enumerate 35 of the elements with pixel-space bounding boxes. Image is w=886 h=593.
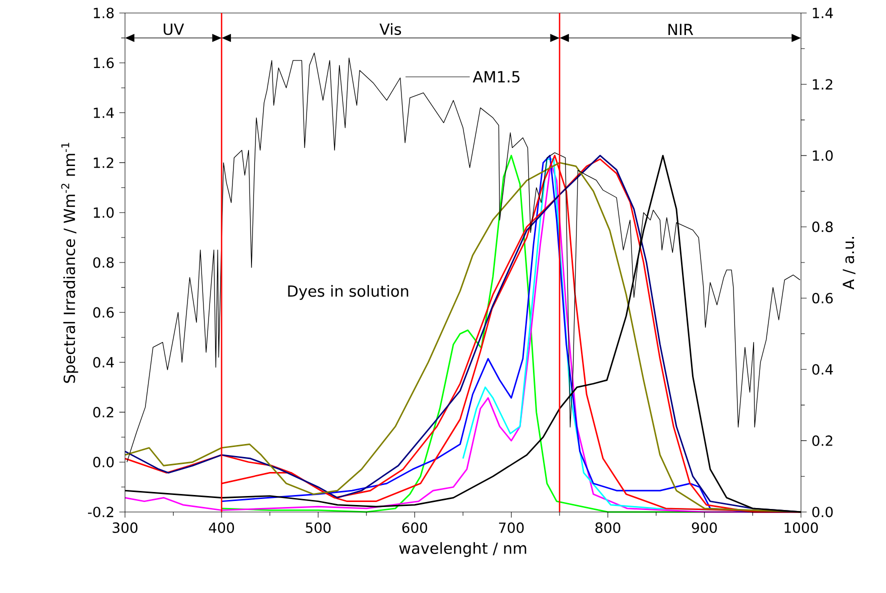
y-tick-label: 1.4 <box>94 108 114 118</box>
y2-tick-label: 0.6 <box>812 292 833 304</box>
y-tick-label: 1.6 <box>94 58 114 68</box>
x-tick-label: 1000 <box>784 522 818 533</box>
x-tick-label: 900 <box>692 522 717 533</box>
legend-label: AM1.5 <box>472 71 520 83</box>
y2-tick-label: 0.2 <box>812 435 832 446</box>
y-tick-label: 1.2 <box>94 157 114 168</box>
x-tick-label: 400 <box>208 522 234 533</box>
y-axis-title: Spectral Irradiance / Wm$^{-2}$ nm$^{-1}$ <box>61 142 78 383</box>
y-tick-label: 0.2 <box>93 406 114 418</box>
y2-tick-label: 0.4 <box>812 364 833 375</box>
x-tick-label: 500 <box>306 522 331 533</box>
y-tick-label: 0.4 <box>93 356 114 368</box>
y-tick-label: 1.0 <box>94 207 114 218</box>
y2-axis-title: A / a.u. <box>842 237 856 290</box>
x-tick-label: 600 <box>402 522 428 533</box>
y-tick-label: 0.8 <box>93 257 114 268</box>
x-tick-label: 700 <box>499 522 524 533</box>
y2-tick-label: 1.2 <box>812 79 832 90</box>
x-tick-label: 300 <box>112 522 138 533</box>
y-tick-label: 1.8 <box>94 8 114 18</box>
annotation: NIR <box>668 24 694 36</box>
y2-tick-label: 0.8 <box>812 222 833 232</box>
annotation: UV <box>164 24 184 36</box>
x-tick-label: 800 <box>595 522 620 533</box>
y-tick-label: 0.6 <box>93 307 114 318</box>
y2-tick-label: 1.0 <box>812 150 833 161</box>
annotation: Vis <box>379 23 402 36</box>
annotation: Dyes in solution <box>288 285 408 300</box>
y2-tick-label: 1.4 <box>812 8 833 18</box>
x-axis-title: wavelenght / nm <box>399 542 526 557</box>
y-tick-label: 0.0 <box>93 456 114 468</box>
y2-tick-label: 0.0 <box>812 506 833 518</box>
y-tick-label: -0.2 <box>88 506 114 518</box>
